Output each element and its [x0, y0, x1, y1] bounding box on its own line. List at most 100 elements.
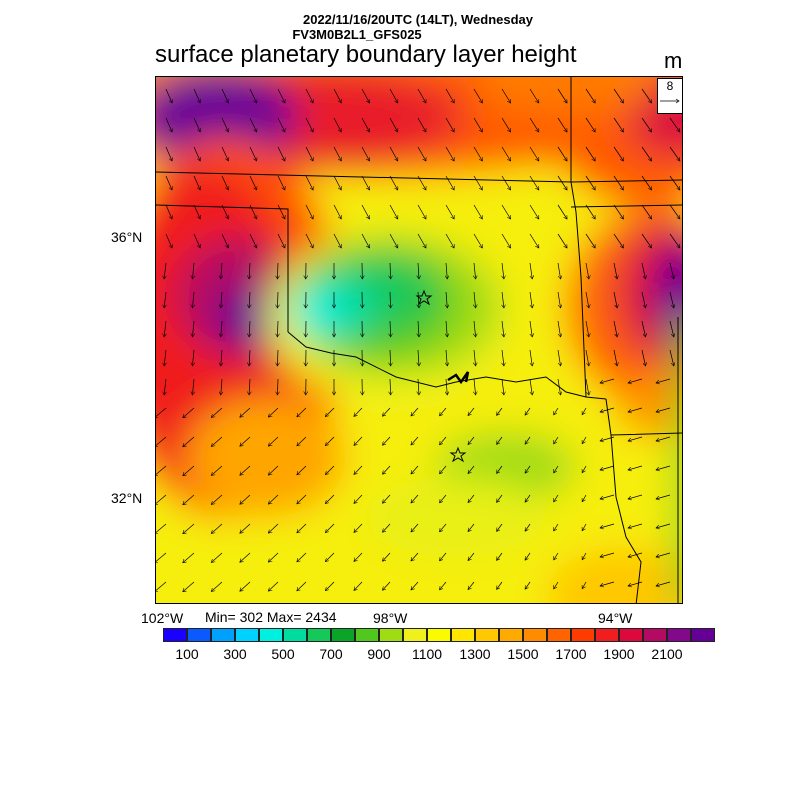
wind-arrow	[165, 146, 172, 161]
wind-arrow	[183, 523, 195, 534]
wind-arrow	[600, 494, 615, 499]
wind-arrow	[600, 378, 615, 383]
wind-arrow	[240, 523, 251, 533]
wind-arrow	[669, 320, 674, 337]
colorbar-cell	[163, 628, 187, 642]
colorbar-cell	[595, 628, 619, 642]
wind-arrow	[600, 407, 615, 412]
colorbar-label: 1100	[411, 646, 443, 662]
wind-arrow	[297, 436, 307, 446]
colorbar-cell	[547, 628, 571, 642]
wind-arrow	[529, 378, 532, 395]
wind-arrow	[628, 523, 643, 528]
wind-arrow	[669, 204, 680, 219]
wind-arrow	[445, 233, 454, 248]
wind-arrow	[439, 436, 447, 445]
wind-arrow	[211, 407, 223, 418]
wind-arrow	[600, 552, 615, 557]
wind-arrow	[268, 436, 279, 446]
wind-arrow	[325, 581, 335, 591]
wind-arrow	[557, 262, 561, 279]
wind-arrow	[240, 436, 251, 446]
wind-arrow	[333, 233, 341, 248]
wind-arrow	[585, 233, 595, 248]
wind-arrow	[333, 88, 341, 103]
wind-arrow	[192, 262, 194, 279]
wind-arrow	[501, 175, 511, 190]
wind-arrow	[389, 88, 398, 103]
wind-arrow	[164, 262, 166, 279]
reference-vector-box: 8	[657, 78, 683, 114]
colorbar-cell	[283, 628, 307, 642]
colorbar-label: 700	[319, 646, 343, 662]
wind-arrow	[418, 262, 419, 279]
wind-arrow	[600, 581, 615, 586]
wind-arrow	[613, 204, 623, 219]
wind-arrow	[297, 552, 307, 562]
wind-arrow	[529, 146, 540, 161]
wind-arrow	[193, 204, 200, 219]
wind-arrow	[585, 291, 589, 308]
map-title: surface planetary boundary layer height	[155, 41, 577, 68]
wind-arrow	[641, 117, 652, 132]
wind-arrow	[439, 407, 447, 416]
wind-arrow	[585, 88, 595, 103]
wind-arrow	[445, 175, 454, 190]
wind-arrow	[325, 552, 335, 562]
colorbar-cell	[211, 628, 235, 642]
wind-arrow	[502, 262, 504, 279]
wind-arrow	[468, 523, 475, 532]
colorbar-cell	[571, 628, 595, 642]
wind-arrow	[268, 552, 279, 562]
wind-arrow	[656, 465, 671, 470]
wind-arrow	[468, 407, 475, 416]
colorbar-cell	[427, 628, 451, 642]
wind-arrow	[582, 436, 587, 444]
wind-arrow	[557, 291, 561, 308]
wind-arrow	[529, 117, 540, 132]
colorbar-label: 1300	[459, 646, 491, 662]
wind-arrow	[390, 291, 391, 308]
wind-arrow	[582, 465, 587, 473]
wind-arrow	[240, 407, 251, 417]
wind-arrow	[240, 494, 251, 504]
wind-arrow	[389, 175, 398, 190]
colorbar	[163, 628, 715, 642]
wind-arrow	[240, 465, 251, 475]
wind-arrow	[221, 233, 229, 248]
wind-arrow	[277, 117, 285, 132]
wind-arrow	[468, 494, 475, 503]
wind-arrow	[325, 465, 335, 475]
wind-arrow	[529, 291, 532, 308]
wind-arrow	[553, 407, 559, 415]
lat-label-36n: 36°N	[111, 229, 143, 245]
wind-arrow	[211, 581, 223, 592]
wind-arrow	[333, 146, 341, 161]
wind-arrow	[389, 233, 398, 248]
wind-arrow	[628, 465, 643, 470]
wind-arrow	[529, 320, 532, 337]
wind-arrow	[193, 146, 200, 161]
wind-arrow	[325, 494, 335, 504]
wind-arrow	[525, 407, 531, 415]
wind-arrow	[221, 349, 222, 366]
wind-arrow	[277, 204, 285, 219]
wind-arrow	[445, 146, 454, 161]
wind-arrow	[468, 436, 475, 445]
wind-arrow	[249, 291, 250, 308]
wind-arrow	[497, 465, 503, 473]
wind-arrow	[553, 523, 559, 531]
lon-label-102w: 102°W	[141, 610, 184, 626]
wind-arrow	[582, 523, 587, 531]
lat-label-32n: 32°N	[111, 490, 143, 506]
wind-arrow	[501, 146, 511, 161]
wind-arrow	[445, 117, 454, 132]
wind-arrow	[553, 552, 559, 560]
wind-arrow	[333, 204, 341, 219]
wind-arrow	[164, 291, 166, 308]
wind-arrow	[641, 233, 652, 248]
wind-arrow	[268, 523, 279, 533]
forecast-datetime: 2022/11/16/20UTC (14LT), Wednesday	[302, 12, 533, 27]
wind-arrow	[390, 378, 391, 395]
wind-arrow	[268, 465, 279, 475]
